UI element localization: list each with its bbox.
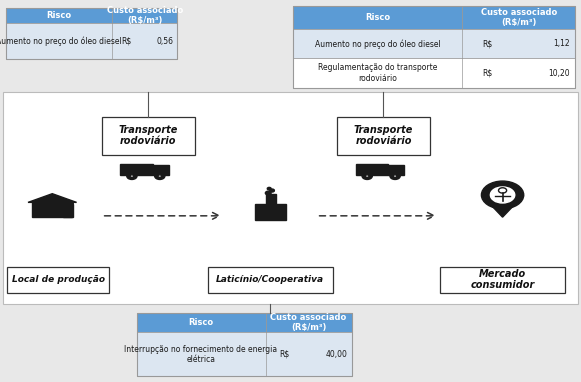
- Circle shape: [130, 175, 134, 177]
- Circle shape: [158, 175, 162, 177]
- FancyBboxPatch shape: [33, 202, 72, 217]
- FancyBboxPatch shape: [102, 117, 195, 155]
- Text: Laticínio/Cooperativa: Laticínio/Cooperativa: [216, 275, 324, 284]
- FancyBboxPatch shape: [266, 194, 276, 204]
- Text: Risco: Risco: [188, 318, 214, 327]
- Text: Custo associado
(R$/m³): Custo associado (R$/m³): [480, 8, 557, 27]
- Text: Local de produção: Local de produção: [12, 275, 105, 284]
- Text: 10,20: 10,20: [548, 69, 569, 78]
- Text: Mercado
consumidor: Mercado consumidor: [471, 269, 535, 290]
- Circle shape: [266, 191, 271, 195]
- Circle shape: [390, 173, 400, 180]
- FancyBboxPatch shape: [8, 267, 109, 293]
- Text: Aumento no preço do óleo diesel: Aumento no preço do óleo diesel: [0, 36, 122, 46]
- Text: Risco: Risco: [365, 13, 390, 22]
- Circle shape: [482, 181, 523, 209]
- Circle shape: [365, 175, 369, 177]
- Polygon shape: [28, 194, 77, 202]
- FancyBboxPatch shape: [153, 165, 169, 175]
- FancyBboxPatch shape: [293, 6, 575, 29]
- FancyBboxPatch shape: [293, 58, 575, 88]
- Circle shape: [270, 189, 274, 192]
- FancyBboxPatch shape: [3, 92, 578, 304]
- Text: Interrupção no fornecimento de energia
elétrica: Interrupção no fornecimento de energia e…: [124, 345, 278, 364]
- Circle shape: [155, 173, 165, 180]
- Circle shape: [127, 173, 137, 180]
- Text: Custo associado
(R$/m³): Custo associado (R$/m³): [270, 313, 347, 332]
- Text: Transporte
rodoviário: Transporte rodoviário: [354, 125, 413, 146]
- Text: Transporte
rodoviário: Transporte rodoviário: [119, 125, 178, 146]
- FancyBboxPatch shape: [388, 165, 404, 175]
- Circle shape: [490, 187, 515, 203]
- FancyBboxPatch shape: [337, 117, 430, 155]
- FancyBboxPatch shape: [440, 267, 565, 293]
- FancyBboxPatch shape: [6, 23, 177, 59]
- Text: R$: R$: [279, 350, 289, 359]
- Circle shape: [362, 173, 372, 180]
- Polygon shape: [482, 195, 523, 217]
- Wedge shape: [63, 201, 73, 204]
- Text: R$: R$: [121, 37, 131, 46]
- FancyBboxPatch shape: [137, 332, 352, 376]
- Text: Aumento no preço do óleo diesel: Aumento no preço do óleo diesel: [315, 39, 441, 49]
- Circle shape: [393, 175, 397, 177]
- Text: Regulamentação do transporte
rodoviário: Regulamentação do transporte rodoviário: [318, 63, 437, 83]
- Text: Risco: Risco: [46, 11, 71, 20]
- Text: 0,56: 0,56: [157, 37, 174, 46]
- FancyBboxPatch shape: [63, 204, 73, 217]
- FancyBboxPatch shape: [120, 164, 153, 175]
- Text: R$: R$: [482, 69, 493, 78]
- FancyBboxPatch shape: [6, 8, 177, 23]
- FancyBboxPatch shape: [356, 164, 388, 175]
- FancyBboxPatch shape: [255, 204, 285, 220]
- FancyBboxPatch shape: [137, 313, 352, 332]
- FancyBboxPatch shape: [293, 29, 575, 58]
- FancyBboxPatch shape: [208, 267, 332, 293]
- Text: Custo associado
(R$/m³): Custo associado (R$/m³): [106, 6, 183, 25]
- Circle shape: [267, 188, 271, 190]
- Text: 1,12: 1,12: [553, 39, 569, 48]
- Text: 40,00: 40,00: [325, 350, 347, 359]
- Text: R$: R$: [482, 39, 493, 48]
